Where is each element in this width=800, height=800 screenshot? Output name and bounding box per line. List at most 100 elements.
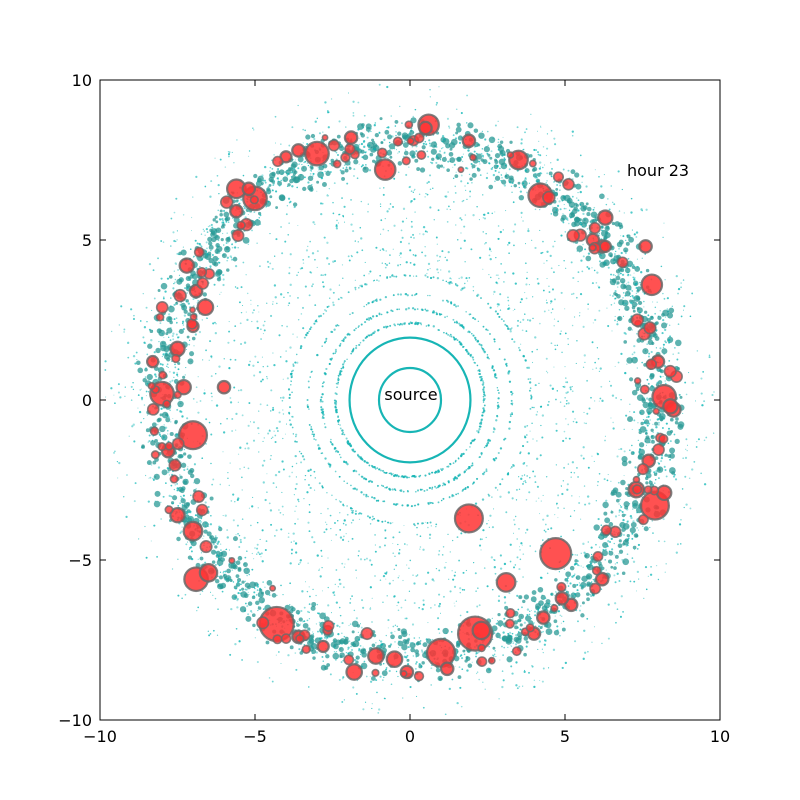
particle [137, 367, 144, 374]
particle [210, 433, 213, 436]
particle [502, 229, 504, 231]
particle [117, 477, 119, 479]
particle [437, 209, 440, 212]
particle [388, 669, 391, 673]
particle [329, 636, 331, 638]
particle [181, 487, 184, 489]
ring-dot [355, 510, 357, 512]
particle [143, 417, 145, 420]
particle [564, 308, 566, 310]
particle [271, 436, 274, 439]
particle [525, 330, 528, 333]
particle [628, 236, 634, 243]
particle [172, 502, 174, 505]
particle [202, 537, 204, 540]
particle [582, 212, 585, 215]
ring-dot [400, 476, 403, 478]
particle [309, 630, 311, 632]
particle [675, 417, 679, 421]
ring-dot [397, 323, 399, 326]
particle [247, 424, 250, 427]
particle [302, 262, 305, 264]
particle [153, 524, 156, 527]
particle [248, 573, 251, 576]
particle [227, 151, 229, 153]
ring-dot [446, 300, 450, 303]
particle [211, 483, 214, 486]
particle [393, 224, 396, 227]
particle [493, 653, 496, 656]
ring-dot [342, 339, 345, 343]
particle [395, 564, 398, 567]
ring-dot [384, 295, 388, 299]
particle [133, 314, 135, 317]
particle [626, 520, 629, 523]
particle [352, 519, 355, 522]
ring-dot [488, 439, 492, 442]
particle [539, 626, 543, 629]
ring-dot [397, 475, 400, 478]
particle [328, 195, 330, 197]
particle [145, 428, 150, 433]
particle [633, 411, 636, 414]
particle [282, 378, 284, 380]
particle [514, 564, 517, 566]
ring-dot [476, 294, 479, 297]
particle [290, 552, 293, 555]
particle [637, 303, 639, 305]
particle [137, 394, 140, 396]
particle [577, 560, 580, 562]
particle [554, 143, 557, 146]
particle [450, 631, 453, 633]
ring-dot [317, 444, 320, 447]
particle [526, 613, 529, 616]
ring-dot [444, 316, 446, 319]
particle [151, 309, 153, 312]
particle [218, 526, 223, 532]
particle [179, 488, 185, 494]
particle [570, 261, 573, 264]
particle [700, 472, 703, 475]
particle [126, 341, 130, 345]
particle [554, 240, 556, 243]
particle [374, 575, 376, 577]
ring-dot [353, 450, 356, 453]
particle [133, 500, 136, 503]
particle [685, 393, 688, 396]
particle [150, 440, 156, 446]
particle [542, 289, 545, 292]
ring-dot [472, 316, 475, 320]
particle [226, 536, 229, 539]
particle [214, 545, 218, 549]
particle [183, 286, 187, 290]
particle [266, 302, 268, 304]
particle [557, 506, 560, 509]
particle [703, 400, 706, 403]
particle [154, 373, 157, 376]
particle [526, 424, 529, 427]
particle [529, 377, 532, 380]
particle [677, 421, 685, 428]
particle [537, 130, 539, 132]
particle [237, 401, 240, 403]
particle [214, 321, 216, 324]
particle [394, 125, 397, 127]
particle [342, 676, 345, 679]
ring-dot [504, 323, 507, 326]
particle [497, 489, 499, 491]
particle [619, 272, 622, 275]
particle [635, 236, 638, 238]
particle [468, 276, 471, 279]
particle [616, 323, 619, 326]
particle [583, 485, 586, 487]
particle [307, 521, 310, 524]
ring-dot [510, 393, 513, 396]
particle [313, 322, 316, 325]
particle [401, 236, 404, 239]
particle [528, 491, 531, 494]
particle [384, 266, 387, 269]
particle [460, 532, 463, 535]
particle [206, 252, 209, 255]
ring-dot [319, 400, 322, 403]
particle [494, 153, 501, 159]
